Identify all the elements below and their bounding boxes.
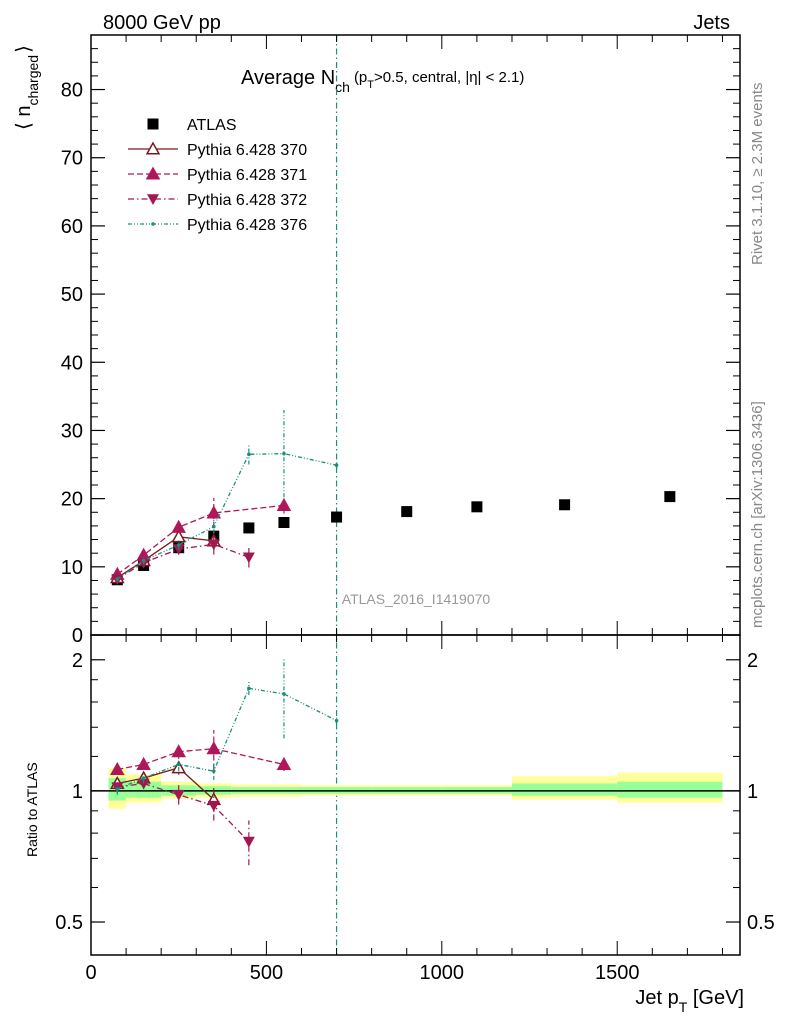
ratio-ytick-label-2: 2 bbox=[72, 650, 83, 672]
ratio-panel: 0.5 0.5 1 1 2 2 0 500 1000 1500 bbox=[55, 634, 775, 984]
series-4-point-6 bbox=[334, 463, 339, 468]
band-inner-1 bbox=[126, 781, 162, 798]
series-2-point-3 bbox=[206, 505, 222, 519]
xtick-label-1000: 1000 bbox=[420, 962, 465, 984]
title-cond-sub: T bbox=[367, 79, 374, 91]
chart-title: Average Nch(pT>0.5, central, |η| < 2.1) bbox=[241, 67, 524, 95]
series-3-point-4 bbox=[242, 552, 255, 564]
xlabel-post: [GeV] bbox=[687, 987, 744, 1009]
xlabel: Jet pT [GeV] bbox=[635, 987, 744, 1015]
atlas-point-5 bbox=[278, 517, 290, 528]
band-inner-10 bbox=[617, 781, 723, 798]
ratio-1-point-1 bbox=[136, 756, 151, 771]
legend-label-3: Pythia 6.428 372 bbox=[187, 192, 307, 209]
ratio-ytick-label-r-2: 2 bbox=[747, 650, 758, 672]
ratio-2-point-2 bbox=[172, 789, 185, 801]
main-ytick-label-40: 40 bbox=[61, 352, 83, 374]
legend: ATLAS Pythia 6.428 370 Pythia 6.428 371 Pyt… bbox=[128, 117, 307, 234]
ratio-2-point-3 bbox=[207, 800, 220, 812]
series-2-point-2 bbox=[171, 519, 186, 533]
legend-marker-2 bbox=[145, 166, 161, 180]
title-sub: ch bbox=[335, 79, 350, 95]
xtick-label-0: 0 bbox=[85, 962, 96, 984]
ratio-ytick-label-r-0.5: 0.5 bbox=[747, 912, 775, 934]
series-1-point-2 bbox=[171, 529, 186, 543]
main-ytick-label-50: 50 bbox=[61, 284, 83, 306]
main-ytick-label-60: 60 bbox=[61, 216, 83, 238]
series-3-point-3 bbox=[207, 539, 220, 551]
legend-label-0: ATLAS bbox=[187, 117, 237, 134]
ratio-3-point-6 bbox=[334, 718, 339, 723]
ylabel-sub: charged bbox=[25, 55, 41, 106]
ratio-3-point-2 bbox=[176, 762, 181, 767]
ratio-3-point-3 bbox=[211, 769, 216, 773]
ratio-1-point-4 bbox=[276, 756, 292, 771]
ratio-ylabel: Ratio to ATLAS bbox=[24, 762, 40, 857]
main-ytick-label-30: 30 bbox=[61, 420, 83, 442]
ratio-ytick-label-0.5: 0.5 bbox=[55, 912, 83, 934]
atlas-point-9 bbox=[559, 499, 571, 511]
series-2-point-4 bbox=[276, 497, 292, 512]
ratio-line-0 bbox=[117, 767, 215, 801]
series-line-1 bbox=[116, 536, 214, 579]
ratio-1-point-3 bbox=[206, 741, 222, 755]
main-ylabel: ⟨ ncharged ⟩ bbox=[13, 45, 41, 130]
ratio-frame bbox=[90, 634, 741, 956]
atlas-point-8 bbox=[471, 501, 483, 513]
legend-label-1: Pythia 6.428 370 bbox=[187, 142, 307, 159]
atlas-point-4 bbox=[243, 522, 255, 534]
series-4-point-4 bbox=[247, 452, 251, 457]
legend-label-4: Pythia 6.428 376 bbox=[187, 217, 307, 234]
ratio-2-point-1 bbox=[137, 778, 150, 790]
main-ytick-label-20: 20 bbox=[61, 489, 83, 511]
ratio-1-point-2 bbox=[171, 744, 186, 758]
xlabel-main: Jet p bbox=[635, 987, 678, 1009]
atlas-point-10 bbox=[664, 491, 676, 503]
ratio-3-point-5 bbox=[282, 692, 286, 696]
rivet-label: Rivet 3.1.10, ≥ 2.3M events bbox=[749, 83, 766, 266]
main-ytick-label-80: 80 bbox=[61, 80, 83, 102]
series-4-point-5 bbox=[282, 451, 286, 456]
legend-marker-1 bbox=[145, 141, 161, 155]
xtick-label-500: 500 bbox=[250, 962, 283, 984]
title-cond-pre: (p bbox=[354, 69, 367, 86]
ratio-3-point-4 bbox=[247, 686, 251, 691]
ratio-3-point-1 bbox=[141, 776, 146, 780]
legend-marker-0 bbox=[147, 118, 159, 130]
main-ytick-label-0: 0 bbox=[72, 625, 83, 647]
ratio-ytick-label-r-1: 1 bbox=[747, 781, 758, 803]
analysis-watermark: ATLAS_2016_I1419070 bbox=[342, 591, 491, 607]
ylabel-main: ⟨ n bbox=[13, 106, 35, 130]
ratio-1-point-0 bbox=[110, 761, 125, 776]
ylabel-post: ⟩ bbox=[13, 45, 35, 53]
legend-marker-3 bbox=[147, 194, 159, 205]
band-inner-9 bbox=[511, 783, 618, 796]
series-4-point-0 bbox=[115, 577, 120, 581]
header-process: Jets bbox=[693, 12, 730, 34]
main-panel: 0 10 20 30 40 50 60 70 80 bbox=[61, 34, 741, 955]
main-ytick-label-10: 10 bbox=[61, 557, 83, 579]
header-collision: 8000 GeV pp bbox=[103, 12, 221, 34]
ratio-line-3 bbox=[117, 687, 337, 790]
series-4-point-1 bbox=[141, 558, 146, 563]
ratio-3-point-0 bbox=[115, 787, 120, 791]
ratio-ytick-label-1: 1 bbox=[72, 781, 83, 803]
title-main: Average N bbox=[241, 67, 335, 89]
ratio-2-point-4 bbox=[242, 836, 255, 848]
legend-marker-4 bbox=[151, 222, 155, 226]
main-ytick-label-70: 70 bbox=[61, 148, 83, 170]
xtick-label-1500: 1500 bbox=[595, 962, 640, 984]
series-4-point-3 bbox=[211, 524, 216, 529]
legend-label-2: Pythia 6.428 371 bbox=[187, 167, 307, 184]
mcplots-label: mcplots.cern.ch [arXiv:1306.3436] bbox=[749, 401, 766, 628]
xlabel-sub: T bbox=[679, 999, 688, 1015]
title-cond-post: >0.5, central, |η| < 2.1) bbox=[374, 69, 524, 86]
series-4-point-2 bbox=[176, 543, 181, 547]
atlas-point-7 bbox=[401, 506, 413, 518]
atlas-point-6 bbox=[331, 511, 343, 523]
